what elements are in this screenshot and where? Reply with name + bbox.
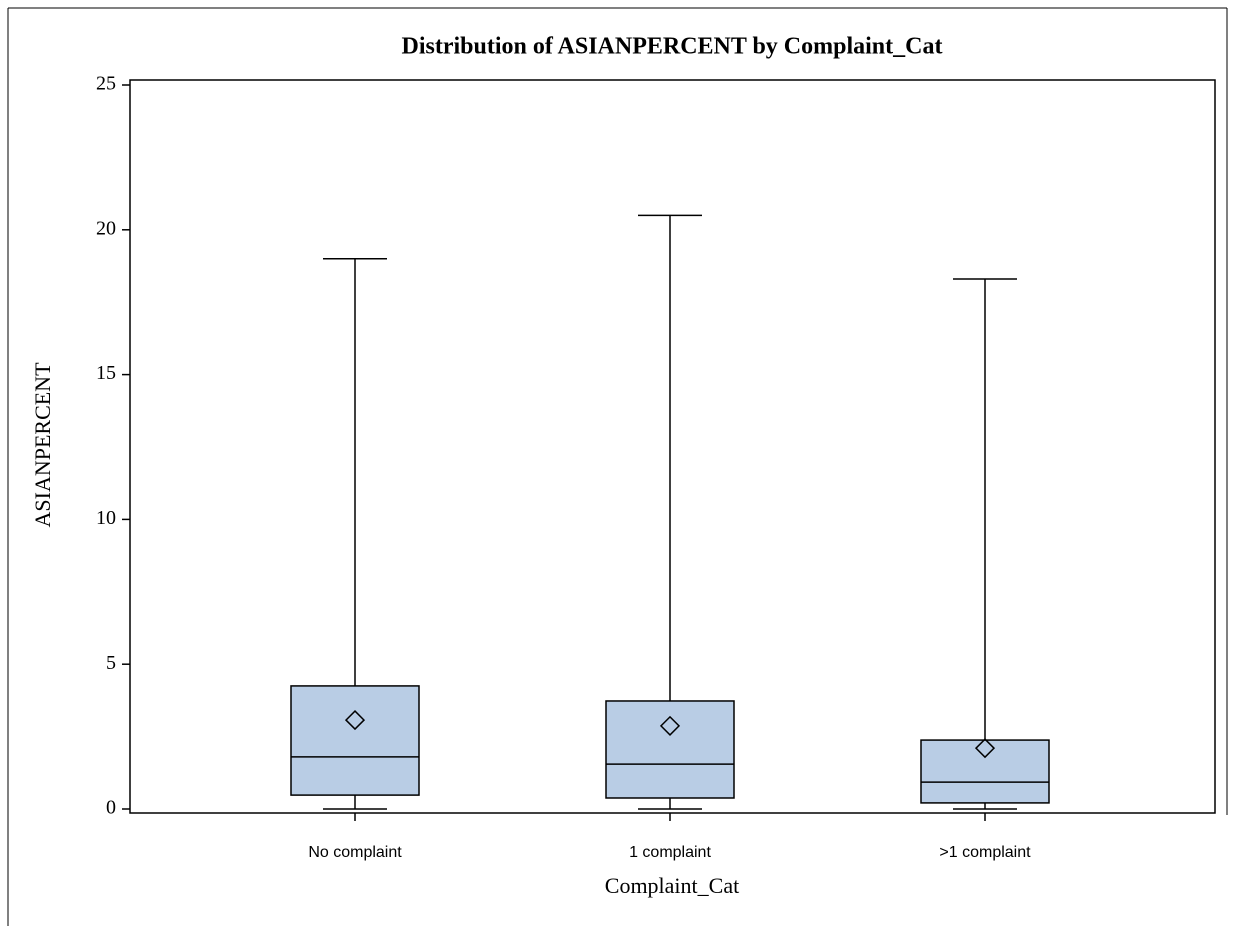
box	[290, 685, 420, 796]
x-tick-label: >1 complaint	[939, 844, 1031, 861]
x-axis-title: Complaint_Cat	[605, 873, 739, 898]
mean-marker	[974, 738, 996, 759]
x-tick-label: 1 complaint	[629, 844, 711, 861]
y-tick-label: 0	[106, 797, 116, 819]
y-tick-label: 15	[96, 362, 116, 384]
y-tick-label: 10	[96, 507, 116, 529]
x-tick-label: No complaint	[308, 844, 402, 861]
box	[605, 700, 735, 799]
box	[920, 739, 1050, 804]
mean-marker	[344, 710, 366, 731]
y-tick-label: 25	[96, 73, 116, 95]
plot-area	[129, 79, 1216, 814]
y-tick-label: 5	[106, 652, 116, 674]
mean-marker	[659, 715, 681, 736]
chart-title: Distribution of ASIANPERCENT by Complain…	[402, 34, 943, 60]
y-axis-title: ASIANPERCENT	[30, 362, 55, 528]
y-tick-label: 20	[96, 217, 116, 239]
